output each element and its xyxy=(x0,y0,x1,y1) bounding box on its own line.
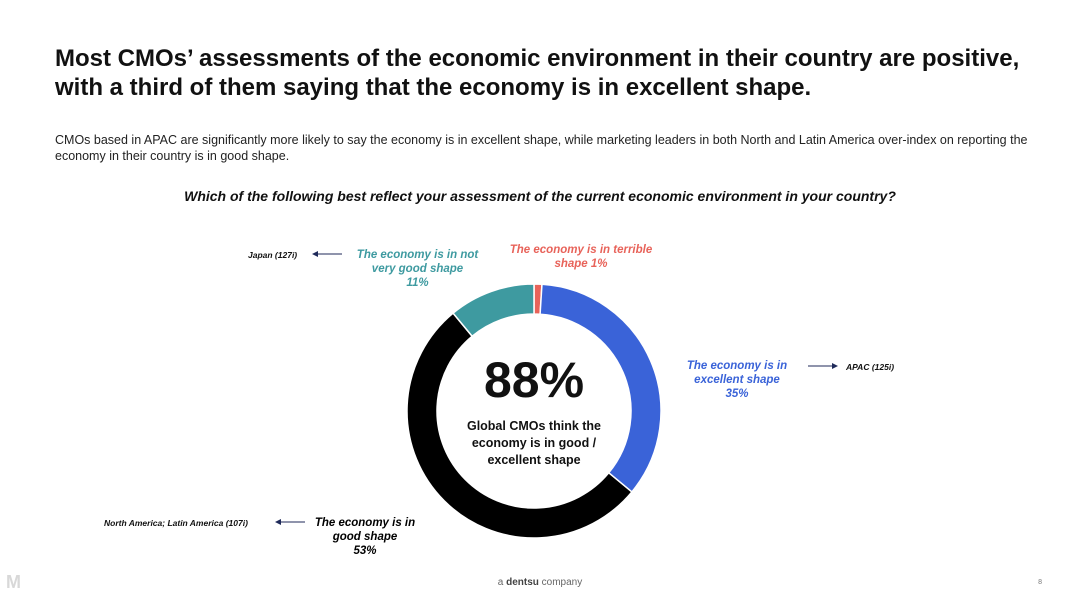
arrow-right-icon xyxy=(808,363,838,369)
label-excellent-line1: The economy is in xyxy=(686,360,788,372)
watermark-logo: M xyxy=(6,572,22,592)
center-percentage: 88% xyxy=(483,352,585,408)
label-not-very-good: The economy is in not very good shape 11… xyxy=(340,248,495,290)
label-not-very-good-line2: very good shape xyxy=(371,263,464,275)
label-not-very-good-pct: 11% xyxy=(406,277,429,289)
arrow-left-icon xyxy=(312,251,342,257)
footer-prefix: a xyxy=(497,577,504,588)
center-caption: Global CMOs think the economy is in good… xyxy=(466,419,602,467)
label-terrible: The economy is in terrible shape 1% xyxy=(496,243,666,271)
note-americas: North America; Latin America (107i) xyxy=(104,518,248,528)
label-terrible-line1: The economy is in terrible xyxy=(509,244,653,256)
footer-brand-name: dentsu xyxy=(506,577,539,588)
page-subtitle: CMOs based in APAC are significantly mor… xyxy=(55,133,1028,163)
footer-brand: a dentsu company xyxy=(0,577,1080,588)
page-title: Most CMOs’ assessments of the economic e… xyxy=(55,45,1020,101)
page-number: 8 xyxy=(1038,579,1042,586)
label-not-very-good-line1: The economy is in not xyxy=(356,249,479,261)
label-excellent: The economy is in excellent shape 35% xyxy=(672,359,802,401)
label-good-line2: good shape xyxy=(332,531,398,543)
label-terrible-line2: shape 1% xyxy=(554,258,608,270)
label-good-line1: The economy is in xyxy=(314,517,416,529)
arrow-left-icon xyxy=(275,519,305,525)
note-apac: APAC (125i) xyxy=(846,362,895,372)
slice-good xyxy=(406,312,633,539)
footer-suffix: company xyxy=(541,577,583,588)
label-excellent-line2: excellent shape xyxy=(694,374,780,386)
note-japan: Japan (127i) xyxy=(248,250,298,260)
slice-not-very-good xyxy=(451,283,535,338)
label-excellent-pct: 35% xyxy=(725,388,749,400)
label-good: The economy is in good shape 53% xyxy=(300,516,430,558)
survey-question: Which of the following best reflect your… xyxy=(184,188,896,204)
label-good-pct: 53% xyxy=(353,545,377,557)
